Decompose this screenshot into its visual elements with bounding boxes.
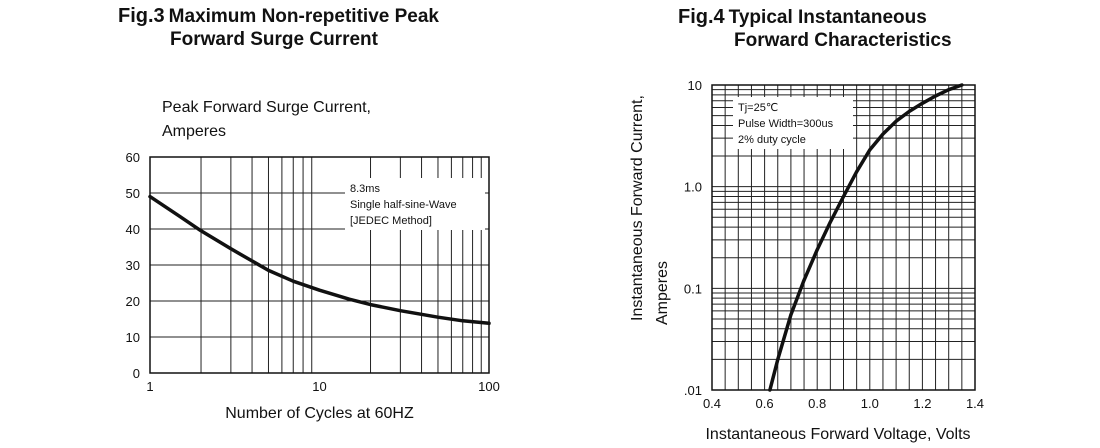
surge-x-axis-label: Number of Cycles at 60HZ: [225, 405, 414, 422]
surge-x-tick-label: 10: [312, 379, 326, 394]
fwd-annotation-line: Tj=25℃: [738, 102, 778, 114]
fig3-number: Fig.3: [118, 5, 165, 27]
fwd-annotation: Tj=25℃ Pulse Width=300us 2% duty cycle: [733, 97, 853, 149]
surge-y-tick-label: 40: [126, 222, 140, 237]
fwd-y-tick-label: .01: [684, 383, 702, 398]
fwd-y-tick-label: 0.1: [684, 281, 702, 296]
fig4-title: Fig.4 Typical Instantaneous Forward Chara…: [678, 6, 952, 52]
surge-y-tick-label: 60: [126, 150, 140, 165]
fig4-number: Fig.4: [678, 6, 725, 28]
surge-annotation-line: 8.3ms: [350, 183, 380, 195]
surge-current-chart: 1 10 100 0 10 20 30 40 50 60 Peak Forward Surge Cu…: [126, 99, 500, 422]
fwd-annotation-bg: [733, 97, 853, 149]
fwd-y-tick-label: 10: [688, 78, 702, 93]
fwd-series-curve: [768, 83, 964, 392]
fig3-title: Fig.3 Maximum Non-repetitive Peak Forward…: [118, 5, 439, 51]
fwd-plot-frame: [711, 84, 976, 391]
fig4-title-line2: Forward Characteristics: [734, 30, 952, 51]
fwd-y-axis-label-line2: Amperes: [654, 261, 671, 325]
surge-y-axis-label-line1: Peak Forward Surge Current,: [162, 99, 371, 116]
surge-annotation-bg: [345, 178, 485, 230]
fig4-title-line1: Typical Instantaneous: [728, 7, 927, 28]
surge-grid: [150, 157, 489, 373]
fwd-x-tick-label: 0.8: [808, 396, 826, 411]
surge-y-tick-label: 10: [126, 330, 140, 345]
fig3-title-line1: Maximum Non-repetitive Peak: [168, 6, 439, 27]
fwd-x-tick-label: 0.4: [703, 396, 721, 411]
fwd-y-tick-label: 1.0: [684, 180, 702, 195]
surge-y-tick-label: 0: [133, 366, 140, 381]
surge-series-curve: [148, 194, 491, 326]
surge-y-tick-label: 50: [126, 186, 140, 201]
fwd-annotation-line: Pulse Width=300us: [738, 118, 834, 130]
surge-y-tick-label: 30: [126, 258, 140, 273]
fig3-title-line2: Forward Surge Current: [170, 29, 378, 50]
forward-characteristics-chart: 0.4 0.6 0.8 1.0 1.2 1.4 .01 0.1 1.0 10 Instantaneo…: [629, 78, 984, 443]
fwd-x-tick-label: 0.6: [756, 396, 774, 411]
surge-x-tick-label: 100: [478, 379, 500, 394]
fwd-x-tick-label: 1.4: [966, 396, 984, 411]
fwd-x-tick-label: 1.2: [913, 396, 931, 411]
fwd-x-axis-label: Instantaneous Forward Voltage, Volts: [705, 426, 970, 443]
surge-y-axis-label-line2: Amperes: [162, 123, 226, 140]
fwd-annotation-line: 2% duty cycle: [738, 134, 806, 146]
surge-x-tick-label: 1: [146, 379, 153, 394]
surge-annotation-line: Single half-sine-Wave: [350, 199, 457, 211]
surge-annotation: 8.3ms Single half-sine-Wave [JEDEC Method]: [345, 178, 485, 230]
fwd-x-tick-label: 1.0: [861, 396, 879, 411]
surge-plot-frame: [149, 156, 490, 374]
surge-y-tick-label: 20: [126, 294, 140, 309]
fwd-y-axis-label-line1: Instantaneous Forward Current,: [629, 95, 646, 321]
surge-annotation-line: [JEDEC Method]: [350, 215, 432, 227]
